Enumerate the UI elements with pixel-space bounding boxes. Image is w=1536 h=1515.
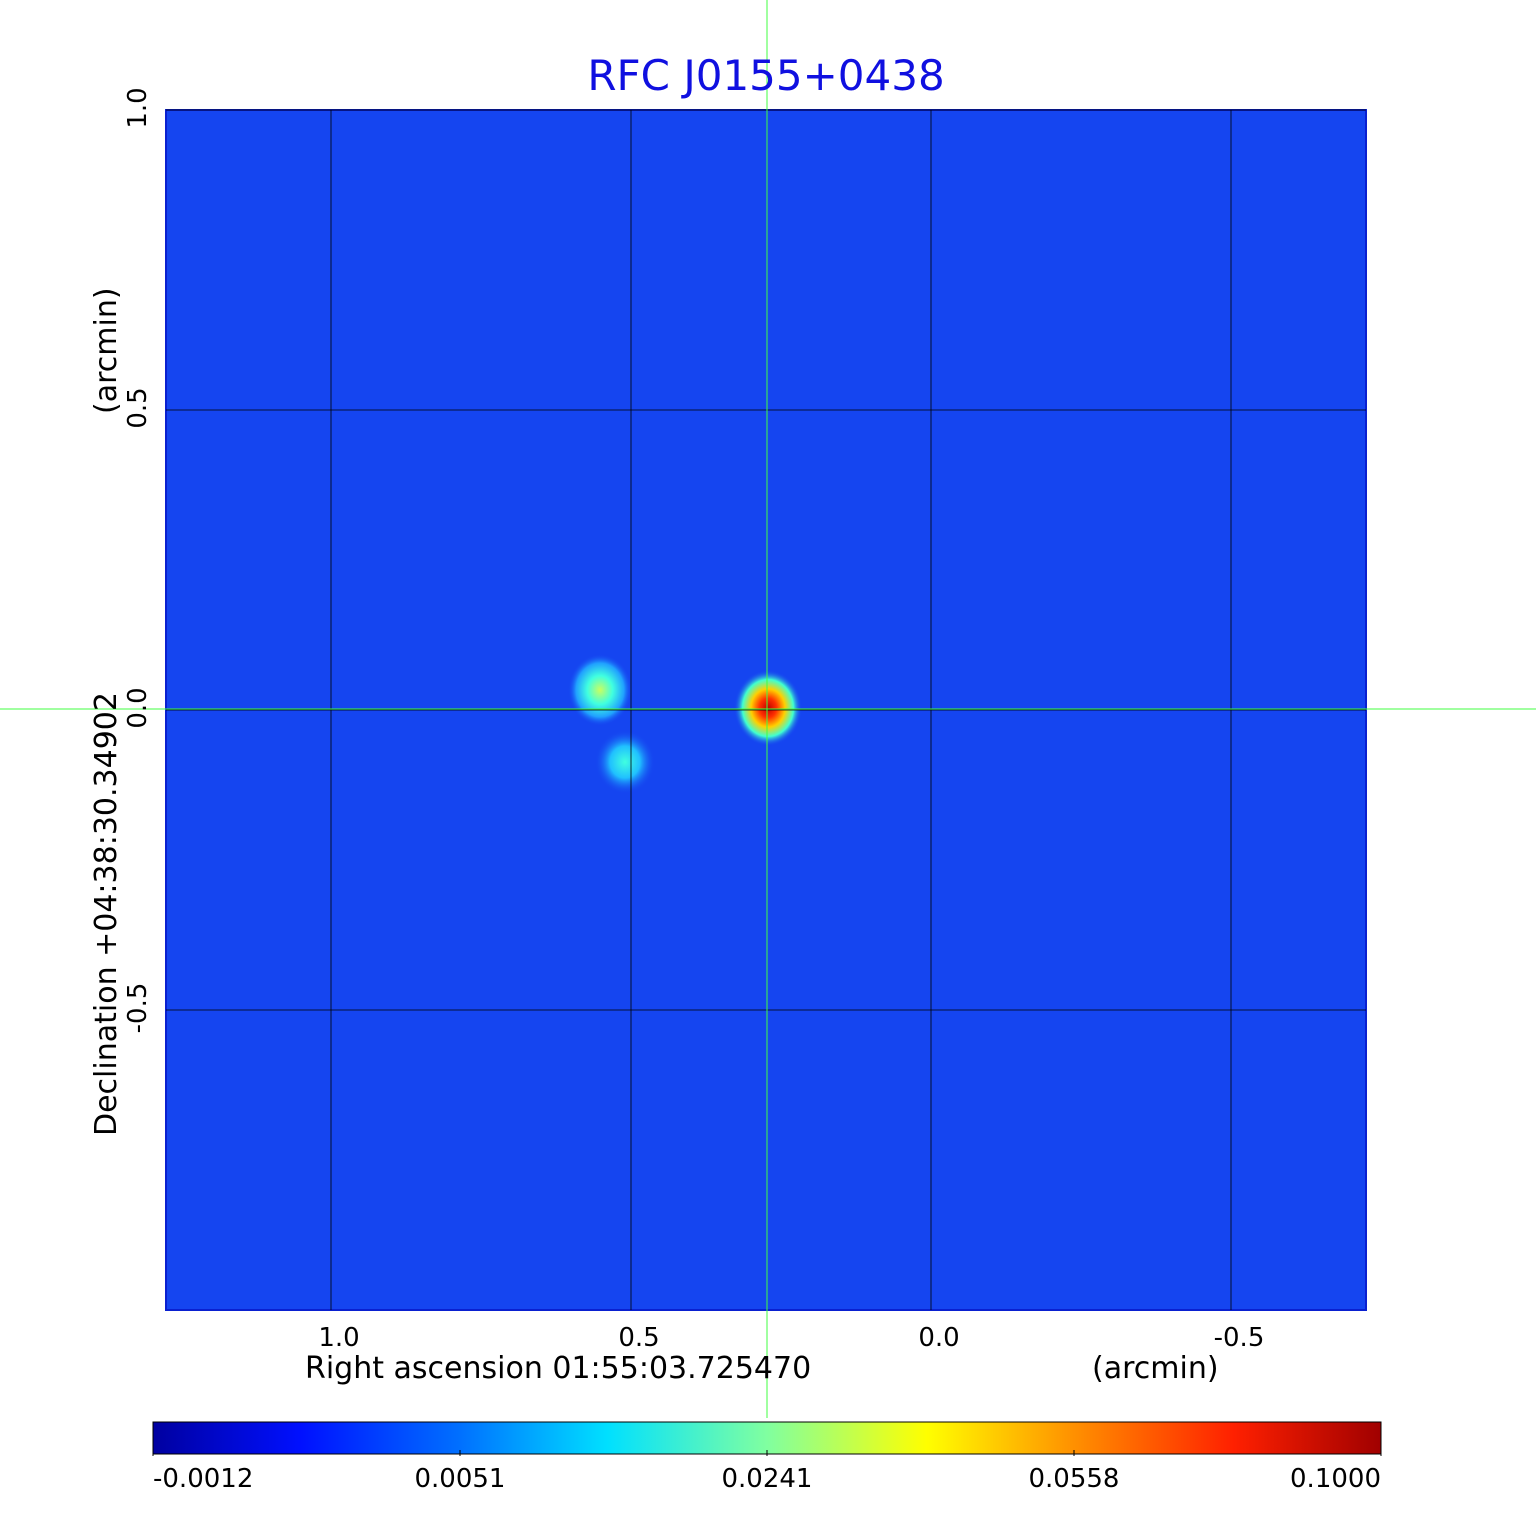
y-tick-label: 1.0 bbox=[123, 87, 153, 128]
y-axis-label: Declination +04:38:30.34902 bbox=[89, 692, 124, 1136]
emission-blob bbox=[568, 654, 632, 726]
colorbar-tick-label: -0.0012 bbox=[153, 1464, 253, 1494]
y-tick-label: -0.5 bbox=[123, 983, 153, 1034]
emission-core bbox=[734, 670, 802, 746]
colorbar-tick-label: 0.0051 bbox=[415, 1464, 506, 1494]
y-tick-label: 0.0 bbox=[123, 687, 153, 728]
colorbar-tick-label: 0.0241 bbox=[722, 1464, 813, 1494]
x-tick-label: 1.0 bbox=[318, 1323, 359, 1353]
x-tick-label: -0.5 bbox=[1214, 1323, 1265, 1353]
y-axis-unit: (arcmin) bbox=[89, 287, 124, 414]
x-axis-label: Right ascension 01:55:03.725470 bbox=[305, 1351, 811, 1386]
emission-blob bbox=[595, 730, 655, 794]
colorbar-tick-label: 0.0558 bbox=[1029, 1464, 1120, 1494]
y-tick-label: 0.5 bbox=[123, 387, 153, 428]
x-tick-label: 0.0 bbox=[918, 1323, 959, 1353]
colorbar-tick-label: 0.1000 bbox=[1290, 1464, 1381, 1494]
x-axis-unit: (arcmin) bbox=[1092, 1351, 1219, 1386]
x-tick-label: 0.5 bbox=[618, 1323, 659, 1353]
chart-title: RFC J0155+0438 bbox=[587, 51, 944, 100]
colorbar bbox=[152, 1421, 1382, 1455]
